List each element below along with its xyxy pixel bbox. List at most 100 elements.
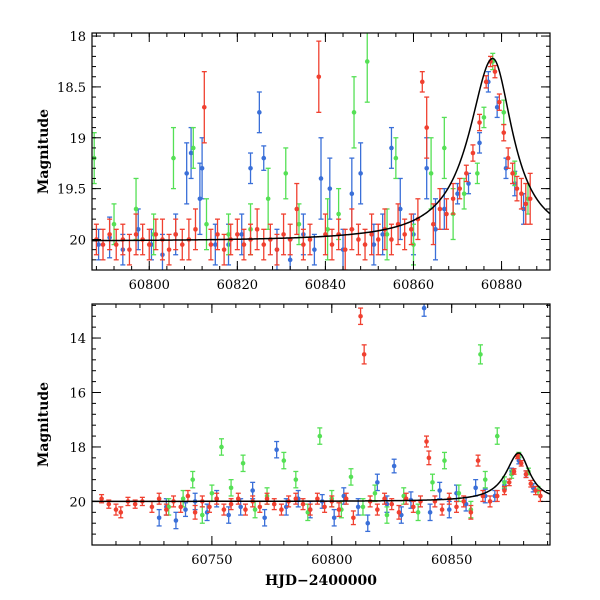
- data-point-c-1: [180, 489, 186, 508]
- data-point-g-20: [311, 233, 317, 266]
- data-point-o-35: [350, 510, 356, 526]
- top-plot-frame: [91, 32, 551, 271]
- data-point-o-62: [518, 459, 524, 467]
- bottom-plot-frame: [91, 303, 551, 546]
- data-point-g-28: [388, 126, 394, 169]
- data-point-c-20: [441, 116, 447, 180]
- data-point-g-25: [358, 142, 364, 205]
- data-point-o-24: [254, 208, 260, 251]
- data-point-o-22: [257, 500, 263, 513]
- data-point-o-8: [156, 492, 162, 505]
- data-point-c-6: [204, 198, 209, 251]
- data-point-o-29: [307, 503, 313, 516]
- data-point-o-58: [501, 485, 507, 496]
- bottom-panel: 60750 60800 60850 14 16 18 20 Magnitude HJD−24…: [36, 303, 551, 589]
- data-point-o-17: [221, 503, 227, 516]
- x-tick-label: 60850: [431, 553, 472, 568]
- data-point-o-1: [106, 499, 112, 509]
- data-point-o-33: [316, 40, 322, 113]
- data-point-o-47: [408, 213, 414, 246]
- data-point-c-19: [428, 137, 434, 210]
- data-point-o-35: [329, 228, 335, 261]
- data-point-o-18: [228, 498, 234, 511]
- data-point-o-46: [424, 435, 430, 448]
- data-point-o-30: [314, 492, 320, 505]
- data-point-g-19: [365, 514, 371, 533]
- data-point-c-5: [190, 126, 196, 169]
- data-point-o-59: [483, 75, 489, 89]
- data-point-o-56: [463, 164, 469, 183]
- y-tick-label: 18: [69, 441, 86, 456]
- data-point-o-57: [470, 144, 476, 162]
- x-tick-label: 60860: [393, 278, 434, 293]
- data-point-o-18: [215, 218, 221, 251]
- y-tick-label: 19.5: [57, 183, 86, 198]
- data-point-o-51: [430, 203, 436, 246]
- data-point-o-7: [140, 223, 146, 256]
- data-point-o-67: [518, 177, 524, 210]
- data-point-c-17: [393, 137, 399, 180]
- data-point-o-47: [426, 450, 432, 466]
- data-point-o-66: [514, 175, 520, 202]
- data-point-o-8: [146, 228, 152, 261]
- data-point-c-22: [430, 473, 436, 492]
- data-point-o-44: [410, 500, 416, 513]
- data-point-o-65: [510, 162, 516, 185]
- data-point-c-26: [501, 99, 507, 126]
- x-tick-label: 60750: [191, 553, 232, 568]
- data-point-g-13: [239, 213, 245, 256]
- top-axis-ticks: [92, 33, 550, 271]
- y-tick-label: 20: [69, 495, 86, 510]
- data-point-o-52: [437, 187, 443, 230]
- data-point-g-31: [473, 478, 479, 497]
- y-tick-label: 19: [69, 132, 86, 147]
- data-point-c-16: [348, 468, 354, 486]
- data-point-o-39: [355, 223, 361, 256]
- x-tick-label: 60800: [129, 278, 170, 293]
- data-point-o-53: [468, 504, 474, 520]
- data-point-o-13: [192, 504, 198, 520]
- data-point-o-33: [336, 502, 342, 518]
- data-point-g-10: [262, 508, 268, 527]
- data-point-o-61: [492, 64, 498, 79]
- data-point-g-22: [327, 157, 333, 220]
- data-point-g-3: [183, 502, 189, 518]
- bottom-y-axis-label: Magnitude: [36, 382, 52, 467]
- data-point-o-32: [307, 223, 313, 256]
- data-point-o-60: [511, 468, 517, 475]
- data-point-o-36: [336, 218, 342, 251]
- top-y-axis-label: Magnitude: [36, 109, 52, 194]
- data-point-g-14: [248, 152, 254, 185]
- data-point-o-37: [361, 344, 367, 365]
- data-point-g-32: [433, 198, 438, 261]
- data-point-c-23: [441, 451, 447, 470]
- data-point-o-19: [235, 492, 241, 505]
- data-point-o-50: [424, 96, 430, 159]
- data-point-c-4: [209, 484, 215, 503]
- top-tick-labels: 60800 60820 60840 60860 60880 18 18.5 19 19.5 20: [57, 30, 522, 293]
- x-tick-label: 60880: [481, 278, 522, 293]
- data-point-c-22: [461, 177, 467, 210]
- data-point-g-20: [374, 473, 380, 492]
- data-point-o-17: [208, 228, 214, 261]
- data-point-c-24: [481, 106, 487, 129]
- bottom-data-points: [99, 304, 543, 533]
- data-point-o-62: [496, 93, 502, 111]
- data-point-c-7: [240, 454, 246, 473]
- data-point-c-12: [325, 198, 331, 261]
- bottom-axis-ticks: [91, 304, 550, 546]
- data-point-c-6: [228, 478, 234, 497]
- data-point-c-7: [226, 213, 232, 256]
- data-point-c-26: [477, 344, 483, 365]
- data-point-o-65: [533, 485, 539, 496]
- top-data-points: [92, 33, 533, 270]
- data-point-c-13: [317, 427, 323, 445]
- data-point-o-27: [293, 492, 299, 505]
- data-point-c-11: [293, 470, 299, 489]
- data-point-o-9: [163, 503, 169, 516]
- data-point-o-7: [149, 500, 155, 513]
- data-point-o-56: [487, 495, 493, 508]
- data-point-o-51: [453, 500, 459, 513]
- data-point-o-2: [107, 218, 113, 251]
